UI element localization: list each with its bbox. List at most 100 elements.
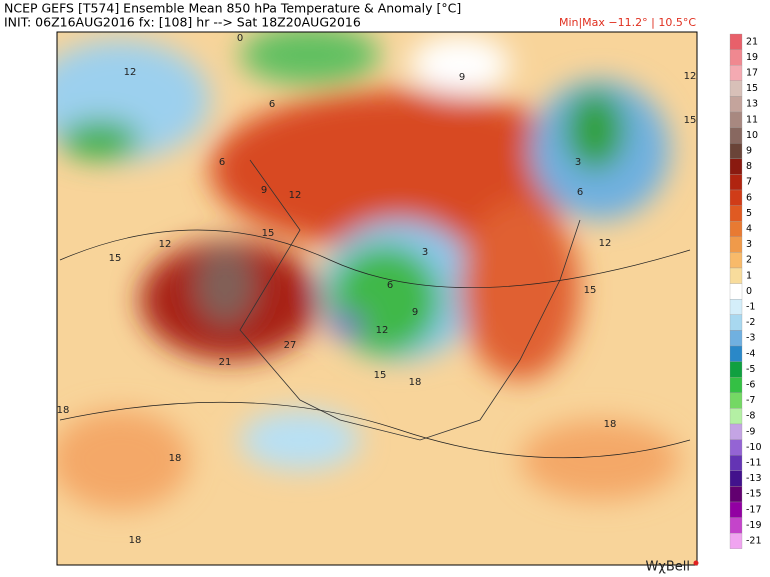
contour-label: 18	[169, 453, 182, 464]
title: NCEP GEFS [T574] Ensemble Mean 850 hPa T…	[4, 1, 461, 16]
contour-label: 9	[412, 307, 418, 318]
colorbar-label: 2	[746, 255, 752, 266]
colorbar-swatch	[729, 80, 743, 97]
contour-label: 12	[159, 239, 172, 250]
colorbar-swatch	[729, 221, 743, 237]
min-max: Min|Max −11.2° | 10.5°C	[559, 16, 696, 29]
colorbar-swatch	[729, 517, 743, 534]
colorbar-swatch	[729, 486, 743, 503]
contour-label: 3	[422, 247, 428, 258]
colorbar-label: 1	[746, 270, 752, 281]
logo: WχBell	[645, 560, 690, 575]
colorbar-swatch	[729, 252, 743, 269]
colorbar-swatch	[729, 377, 743, 393]
colorbar-label: 9	[746, 146, 752, 157]
colorbar-swatch	[729, 158, 743, 175]
contour-label: 3	[575, 157, 581, 168]
colorbar-label: 21	[746, 36, 758, 47]
colorbar-label: -4	[746, 348, 755, 359]
contour-label: 15	[109, 253, 122, 264]
colorbar-swatch	[729, 361, 743, 378]
colorbar-swatch	[729, 533, 743, 549]
colorbar-label: -8	[746, 411, 755, 422]
contour-label: 12	[124, 67, 137, 78]
colorbar-swatch	[729, 143, 743, 159]
colorbar-label: 5	[746, 208, 752, 219]
colorbar-swatch	[729, 283, 743, 300]
contour-label: 0	[237, 33, 243, 44]
colorbar-swatch	[729, 408, 743, 425]
colorbar-label: -21	[746, 536, 762, 547]
colorbar-label: 7	[746, 177, 752, 188]
colorbar-label: 6	[746, 192, 752, 203]
contour-label: 21	[219, 357, 232, 368]
contour-label: 12	[684, 71, 697, 82]
contour-label: 6	[387, 280, 393, 291]
colorbar-label: 10	[746, 130, 758, 141]
colorbar-label: -6	[746, 380, 755, 391]
colorbar-swatch	[729, 267, 743, 284]
colorbar-label: -10	[746, 442, 762, 453]
contour-label: 15	[262, 228, 275, 239]
colorbar-swatch	[729, 470, 743, 487]
contour-label: 12	[289, 190, 302, 201]
map	[57, 32, 697, 565]
colorbar-swatch	[729, 314, 743, 331]
contour-label: 12	[599, 238, 612, 249]
colorbar-label: -3	[746, 333, 755, 344]
colorbar-swatch	[729, 205, 743, 222]
colorbar-swatch	[729, 439, 743, 456]
colorbar-swatch	[729, 299, 743, 315]
logo-dot	[693, 560, 699, 566]
colorbar-label: 0	[746, 286, 752, 297]
colorbar-label: -2	[746, 317, 755, 328]
colorbar-swatch	[729, 33, 743, 50]
contour-label: 6	[577, 187, 583, 198]
colorbar-label: 4	[746, 224, 752, 235]
colorbar-label: -9	[746, 426, 755, 437]
colorbar-label: -15	[746, 489, 762, 500]
contour-label: 12	[376, 325, 389, 336]
colorbar-label: 15	[746, 83, 758, 94]
colorbar-label: 8	[746, 161, 752, 172]
contour-label: 15	[684, 115, 697, 126]
contour-label: 9	[459, 72, 465, 83]
colorbar-label: -7	[746, 395, 755, 406]
colorbar-label: 17	[746, 68, 758, 79]
colorbar-label: 19	[746, 52, 758, 63]
map-frame	[56, 31, 698, 566]
colorbar-swatch	[729, 392, 743, 409]
colorbar-swatch	[729, 236, 743, 253]
colorbar-swatch	[729, 127, 743, 144]
contour-label: 18	[57, 405, 70, 416]
colorbar-swatch	[729, 345, 743, 362]
colorbar-swatch	[729, 96, 743, 113]
contour-label: 6	[219, 157, 225, 168]
colorbar-swatch	[729, 423, 743, 440]
colorbar-swatch	[729, 65, 743, 81]
colorbar-label: -1	[746, 302, 755, 313]
colorbar-swatch	[729, 330, 743, 347]
contour-label: 18	[604, 419, 617, 430]
colorbar-label: -5	[746, 364, 755, 375]
colorbar-swatch	[729, 174, 743, 191]
contour-label: 18	[409, 377, 422, 388]
colorbar-label: -19	[746, 520, 762, 531]
colorbar-swatch	[729, 111, 743, 128]
colorbar-label: -11	[746, 458, 762, 469]
contour-label: 6	[269, 99, 275, 110]
colorbar-swatch	[729, 49, 743, 66]
colorbar-label: 3	[746, 239, 752, 250]
colorbar-swatch	[729, 455, 743, 471]
init-time: INIT: 06Z16AUG2016 fx: [108] hr --> Sat …	[4, 15, 361, 30]
contour-label: 18	[129, 535, 142, 546]
colorbar-label: -13	[746, 473, 762, 484]
colorbar-label: 13	[746, 99, 758, 110]
contour-label: 9	[261, 185, 267, 196]
contour-label: 15	[374, 370, 387, 381]
colorbar-swatch	[729, 189, 743, 206]
colorbar-label: 11	[746, 114, 758, 125]
colorbar-label: -17	[746, 504, 762, 515]
colorbar-swatch	[729, 501, 743, 518]
